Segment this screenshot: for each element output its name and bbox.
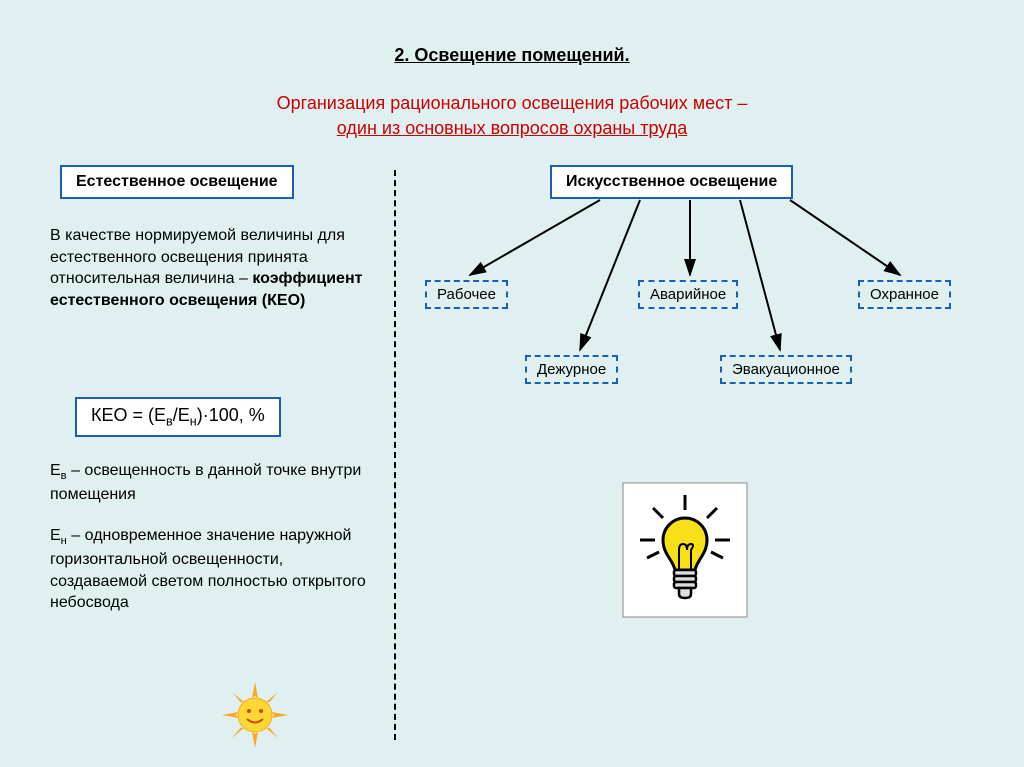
page-title: 2. Освещение помещений. [0,45,1024,66]
en-definition: Eн – одновременное значение наружной гор… [50,525,380,614]
en-label: Eн [50,527,67,544]
keo-formula-box: КЕО = (Eв/Eн)·100, % [75,397,281,437]
type-emergency: Аварийное [638,280,738,309]
column-divider [394,170,396,740]
ev-text: – освещенность в данной точке внутри пом… [50,462,361,503]
ev-definition: Eв – освещенность в данной точке внутри … [50,460,380,506]
artificial-lighting-header: Искусственное освещение [550,165,793,199]
subtitle-line-1: Организация рационального освещения рабо… [0,93,1024,114]
ev-label: Eв [50,462,67,479]
natural-lighting-header: Естественное освещение [60,165,294,199]
artificial-arrows [0,0,1024,767]
natural-description: В качестве нормируемой величины для есте… [50,225,380,311]
sun-icon [220,680,290,750]
type-work: Рабочее [425,280,508,309]
subtitle-line-2: один из основных вопросов охраны труда [0,118,1024,139]
en-text: – одновременное значение наружной горизо… [50,527,366,611]
type-guard: Охранное [858,280,951,309]
keo-formula: КЕО = (Eв/Eн)·100, % [91,405,265,425]
type-duty: Дежурное [525,355,618,384]
lightbulb-icon [620,480,750,620]
type-evac: Эвакуационное [720,355,852,384]
